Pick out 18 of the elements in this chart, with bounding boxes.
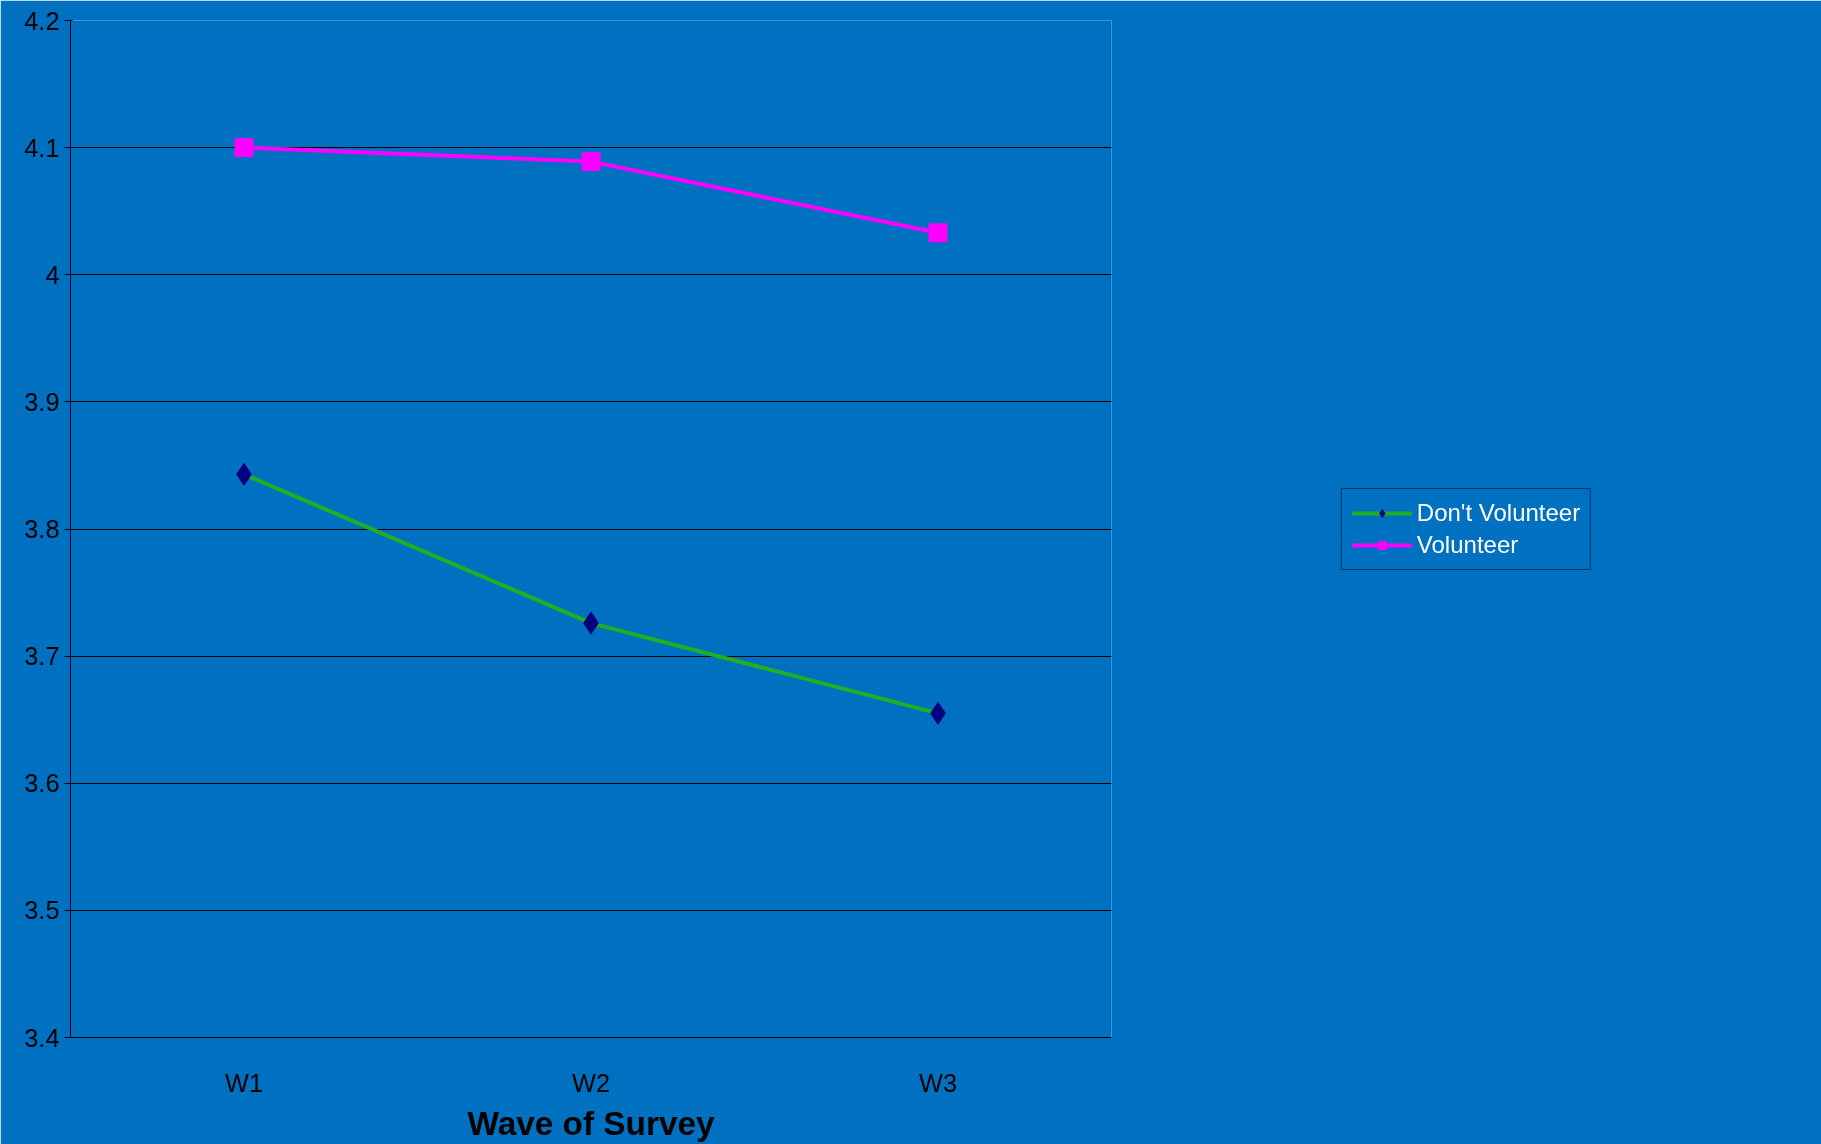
y-tick-label: 3.9 xyxy=(24,387,60,416)
y-tick-label: 4 xyxy=(45,260,60,289)
legend-label: Volunteer xyxy=(1416,530,1519,559)
y-tick-label: 3.8 xyxy=(24,515,60,543)
y-tick-label: 3.5 xyxy=(24,896,60,925)
y-tick-label: 3.6 xyxy=(24,769,60,798)
y-tick-label: 3.4 xyxy=(24,1023,60,1052)
y-tick-label: 3.7 xyxy=(24,642,60,671)
y-tick-label: 4.2 xyxy=(24,6,60,35)
y-tick-label: 4.1 xyxy=(24,133,60,162)
x-tick-label: W1 xyxy=(225,1068,263,1097)
x-tick-label: W3 xyxy=(919,1068,957,1097)
legend-label: Don't Volunteer xyxy=(1416,498,1581,527)
point xyxy=(581,152,601,172)
point xyxy=(928,223,948,243)
point xyxy=(234,138,254,158)
x-tick-label: W2 xyxy=(572,1068,610,1097)
x-axis-title: Wave of Survey xyxy=(467,1104,715,1142)
